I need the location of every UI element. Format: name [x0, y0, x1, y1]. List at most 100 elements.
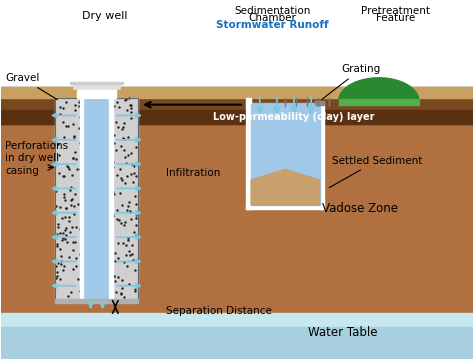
- Point: [122, 160, 130, 166]
- Point: [109, 189, 116, 195]
- Point: [56, 104, 64, 110]
- Point: [74, 276, 82, 282]
- Point: [77, 271, 84, 276]
- Point: [76, 226, 83, 232]
- Point: [132, 288, 139, 294]
- Point: [58, 261, 65, 267]
- Point: [119, 240, 127, 246]
- Point: [114, 274, 122, 280]
- Point: [110, 191, 118, 197]
- Point: [54, 244, 61, 249]
- Point: [113, 172, 120, 178]
- Point: [114, 124, 122, 130]
- Point: [63, 225, 70, 231]
- Point: [124, 203, 131, 208]
- Point: [56, 204, 64, 210]
- Point: [62, 123, 70, 129]
- Point: [60, 174, 67, 179]
- Point: [61, 237, 68, 242]
- Point: [69, 247, 76, 252]
- Point: [124, 237, 131, 243]
- Point: [126, 252, 133, 258]
- Point: [55, 260, 62, 266]
- Point: [113, 99, 121, 105]
- Point: [121, 220, 129, 225]
- Point: [60, 191, 68, 197]
- Point: [61, 263, 68, 269]
- Point: [66, 229, 74, 235]
- Point: [120, 120, 128, 126]
- Text: Pretreatment: Pretreatment: [361, 6, 430, 16]
- Bar: [0, 110, 474, 125]
- Point: [123, 264, 130, 269]
- Point: [55, 153, 63, 158]
- Point: [116, 166, 124, 172]
- Point: [69, 239, 76, 244]
- Point: [60, 230, 67, 235]
- Point: [109, 215, 116, 221]
- Point: [127, 109, 135, 114]
- Point: [59, 105, 67, 111]
- Bar: [77, 89, 116, 98]
- Bar: [0, 1, 474, 98]
- Point: [62, 205, 70, 211]
- Point: [65, 166, 73, 172]
- Point: [63, 163, 70, 169]
- Point: [54, 231, 61, 237]
- Point: [78, 245, 85, 251]
- Point: [56, 247, 64, 252]
- Point: [68, 202, 75, 208]
- Point: [109, 154, 116, 159]
- Point: [60, 135, 67, 140]
- Text: Water Table: Water Table: [308, 326, 377, 339]
- Bar: [0, 87, 474, 125]
- Point: [132, 216, 140, 221]
- Point: [60, 119, 67, 125]
- Bar: [338, 99, 419, 105]
- Point: [112, 119, 120, 125]
- Point: [109, 159, 117, 165]
- Point: [125, 152, 132, 158]
- Point: [110, 273, 118, 279]
- Point: [64, 165, 72, 170]
- Point: [77, 288, 84, 293]
- Point: [65, 218, 73, 224]
- Point: [108, 112, 116, 118]
- Point: [78, 203, 85, 208]
- Point: [118, 175, 125, 180]
- Point: [118, 220, 125, 226]
- Point: [121, 154, 129, 159]
- Point: [110, 103, 118, 109]
- Point: [123, 107, 130, 113]
- Point: [53, 269, 60, 275]
- Point: [118, 276, 126, 282]
- Point: [64, 123, 72, 129]
- Point: [127, 115, 135, 121]
- Point: [76, 166, 83, 172]
- Point: [132, 233, 140, 238]
- Point: [122, 252, 130, 257]
- Point: [125, 281, 133, 287]
- Point: [53, 273, 60, 279]
- Point: [67, 184, 74, 190]
- Point: [55, 224, 62, 230]
- Point: [124, 174, 131, 179]
- Point: [118, 285, 126, 291]
- Point: [64, 239, 71, 245]
- Bar: [319, 103, 324, 209]
- Point: [107, 127, 115, 132]
- Point: [68, 196, 76, 202]
- Point: [53, 263, 60, 269]
- Point: [108, 278, 115, 284]
- Point: [53, 203, 60, 209]
- Point: [121, 180, 128, 185]
- Polygon shape: [338, 78, 419, 101]
- Point: [119, 135, 127, 141]
- Point: [65, 214, 73, 220]
- Bar: [55, 300, 138, 303]
- Point: [128, 251, 136, 257]
- Point: [115, 105, 123, 111]
- Point: [114, 255, 121, 261]
- Bar: [73, 84, 120, 89]
- Point: [77, 256, 85, 261]
